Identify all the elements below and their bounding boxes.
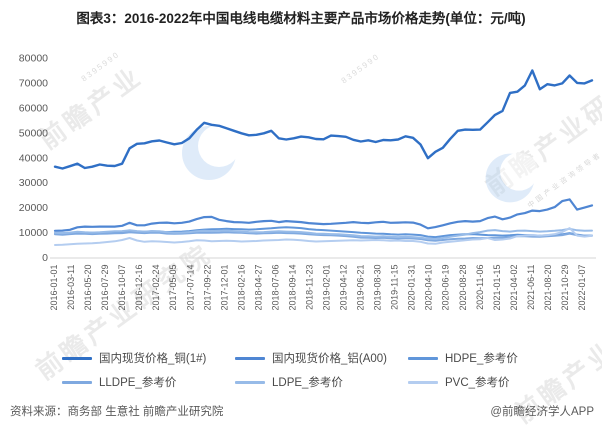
svg-text:2021-10-29: 2021-10-29: [560, 265, 570, 311]
svg-text:2017-07-14: 2017-07-14: [185, 265, 195, 311]
svg-text:2018-07-06: 2018-07-06: [270, 265, 280, 311]
svg-text:2020-11-06: 2020-11-06: [475, 265, 485, 310]
chart-legend: 国内现货价格_铜(1#) 国内现货价格_铝(A00) HDPE_参考价 LLDP…: [0, 346, 602, 394]
legend-swatch-ldpe-icon: [235, 380, 265, 384]
svg-text:2018-11-23: 2018-11-23: [304, 265, 314, 310]
credit-note: @前瞻经济学人APP: [490, 406, 594, 418]
chart-title: 图表3：2016-2022年中国电线电缆材料主要产品市场价格走势(单位：元/吨): [76, 11, 526, 26]
legend-swatch-lldpe-icon: [62, 380, 92, 384]
svg-text:2017-12-01: 2017-12-01: [219, 265, 229, 311]
svg-text:20000: 20000: [19, 202, 48, 214]
svg-text:2020-04-10: 2020-04-10: [424, 265, 434, 311]
legend-label-lldpe: LLDPE_参考价: [99, 377, 177, 389]
svg-text:2016-12-16: 2016-12-16: [134, 265, 144, 311]
svg-text:2019-08-30: 2019-08-30: [373, 265, 383, 311]
svg-text:40000: 40000: [19, 152, 48, 164]
svg-text:2020-08-28: 2020-08-28: [458, 265, 468, 311]
svg-text:2019-06-21: 2019-06-21: [356, 265, 366, 311]
svg-text:2019-02-01: 2019-02-01: [322, 265, 332, 311]
legend-swatch-copper-icon: [62, 356, 92, 360]
legend-swatch-pvc-icon: [408, 380, 438, 384]
svg-text:2020-01-31: 2020-01-31: [407, 265, 417, 311]
svg-text:0: 0: [42, 252, 48, 264]
chart-footer: 资料来源：商务部 生意社 前瞻产业研究院 @前瞻经济学人APP: [0, 403, 602, 419]
legend-item-aluminum: 国内现货价格_铝(A00): [235, 350, 408, 366]
legend-item-copper: 国内现货价格_铜(1#): [62, 350, 235, 366]
svg-text:2016-05-20: 2016-05-20: [83, 265, 93, 311]
legend-swatch-aluminum-icon: [235, 356, 265, 360]
svg-text:2018-02-16: 2018-02-16: [236, 265, 246, 311]
source-note: 资料来源：商务部 生意社 前瞻产业研究院: [10, 406, 224, 418]
svg-text:2021-06-11: 2021-06-11: [526, 265, 536, 310]
svg-text:2017-02-24: 2017-02-24: [151, 265, 161, 311]
svg-text:60000: 60000: [19, 102, 48, 114]
svg-text:2016-03-11: 2016-03-11: [66, 265, 76, 310]
legend-item-hdpe: HDPE_参考价: [408, 350, 581, 366]
svg-text:80000: 80000: [19, 53, 48, 65]
legend-swatch-hdpe-icon: [408, 356, 438, 360]
legend-label-pvc: PVC_参考价: [445, 377, 510, 389]
svg-text:2017-09-22: 2017-09-22: [202, 265, 212, 311]
legend-item-pvc: PVC_参考价: [408, 374, 581, 390]
svg-text:2018-09-14: 2018-09-14: [287, 265, 297, 311]
svg-text:10000: 10000: [19, 227, 48, 239]
svg-text:2016-01-01: 2016-01-01: [49, 265, 59, 311]
legend-label-aluminum: 国内现货价格_铝(A00): [272, 353, 388, 365]
svg-text:50000: 50000: [19, 127, 48, 139]
svg-text:2022-01-07: 2022-01-07: [577, 265, 587, 311]
svg-text:2021-08-20: 2021-08-20: [543, 265, 553, 311]
svg-text:70000: 70000: [19, 77, 48, 89]
svg-text:2016-07-29: 2016-07-29: [100, 265, 110, 311]
legend-item-ldpe: LDPE_参考价: [235, 374, 408, 390]
svg-text:2020-06-19: 2020-06-19: [441, 265, 451, 311]
svg-text:2017-05-05: 2017-05-05: [168, 265, 178, 311]
legend-label-copper: 国内现货价格_铜(1#): [99, 353, 207, 365]
legend-item-lldpe: LLDPE_参考价: [62, 374, 235, 390]
svg-text:30000: 30000: [19, 177, 48, 189]
svg-text:2019-04-12: 2019-04-12: [339, 265, 349, 311]
price-line-chart: 0 10000 20000 30000 40000 50000 60000 70000 8000…: [19, 53, 596, 311]
legend-row: LLDPE_参考价 LDPE_参考价 PVC_参考价: [0, 370, 602, 394]
svg-text:2016-10-07: 2016-10-07: [117, 265, 127, 311]
svg-text:2021-04-02: 2021-04-02: [509, 265, 519, 311]
svg-text:2021-01-15: 2021-01-15: [492, 265, 502, 311]
svg-text:2018-04-27: 2018-04-27: [253, 265, 263, 311]
legend-row: 国内现货价格_铜(1#) 国内现货价格_铝(A00) HDPE_参考价: [0, 346, 602, 370]
legend-label-hdpe: HDPE_参考价: [445, 353, 518, 365]
svg-text:2019-11-15: 2019-11-15: [390, 265, 400, 310]
legend-label-ldpe: LDPE_参考价: [272, 377, 343, 389]
